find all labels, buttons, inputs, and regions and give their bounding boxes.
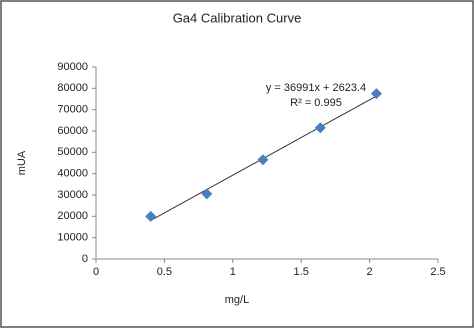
- x-tick-label: 1.5: [294, 266, 309, 278]
- y-tick-label: 0: [82, 253, 88, 265]
- y-tick-label: 10000: [57, 232, 88, 244]
- x-tick-label: 1: [230, 266, 236, 278]
- x-tick-label: 2: [367, 266, 373, 278]
- x-tick-label: 0: [93, 266, 99, 278]
- x-tick-label: 2.5: [430, 266, 445, 278]
- point: [257, 154, 269, 166]
- x-axis-label: mg/L: [225, 294, 249, 306]
- y-tick-label: 40000: [57, 168, 88, 180]
- point: [201, 188, 213, 200]
- y-tick-label: 60000: [57, 125, 88, 137]
- point: [314, 122, 326, 134]
- y-tick-label: 70000: [57, 104, 88, 116]
- chart-title: Ga4 Calibration Curve: [173, 10, 302, 25]
- point: [145, 210, 157, 222]
- x-tick-label: 0.5: [157, 266, 172, 278]
- y-axis-label: mUA: [16, 150, 28, 175]
- annotation: y = 36991x + 2623.4: [266, 82, 366, 94]
- y-tick-label: 30000: [57, 189, 88, 201]
- y-tick-label: 90000: [57, 61, 88, 73]
- point: [370, 88, 382, 100]
- y-tick-label: 20000: [57, 210, 88, 222]
- annotation: R² = 0.995: [290, 97, 342, 109]
- y-tick-label: 80000: [57, 82, 88, 94]
- y-tick-label: 50000: [57, 146, 88, 158]
